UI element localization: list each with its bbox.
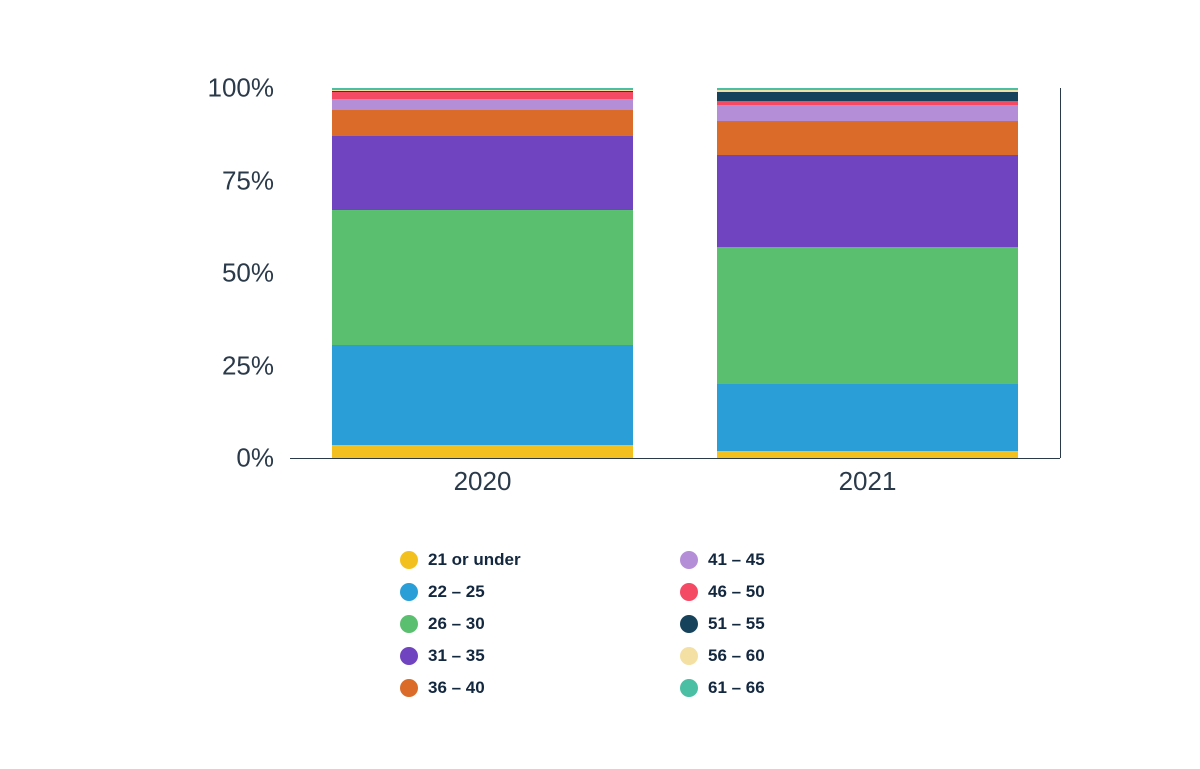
bar-segment xyxy=(717,247,1017,384)
bar-segment xyxy=(332,110,632,136)
y-tick-label: 25% xyxy=(222,350,290,381)
y-tick-label: 100% xyxy=(208,73,291,104)
legend-swatch xyxy=(400,647,418,665)
legend-label: 46 – 50 xyxy=(708,582,765,602)
bar-segment xyxy=(332,445,632,458)
x-axis-line xyxy=(290,458,1060,459)
bar-segment xyxy=(332,92,632,99)
legend-swatch xyxy=(400,551,418,569)
y-tick-label: 50% xyxy=(222,258,290,289)
legend-swatch xyxy=(400,583,418,601)
bar xyxy=(332,88,632,458)
bar-segment xyxy=(332,345,632,445)
legend-swatch xyxy=(400,615,418,633)
legend-swatch xyxy=(400,679,418,697)
legend-swatch xyxy=(680,551,698,569)
bar-segment xyxy=(332,210,632,345)
legend-item: 41 – 45 xyxy=(680,550,900,570)
bar-segment xyxy=(717,384,1017,451)
bar-segment xyxy=(717,451,1017,458)
legend-item: 26 – 30 xyxy=(400,614,620,634)
legend-label: 31 – 35 xyxy=(428,646,485,666)
legend-label: 51 – 55 xyxy=(708,614,765,634)
bar xyxy=(717,88,1017,458)
legend-label: 22 – 25 xyxy=(428,582,485,602)
y-tick-label: 0% xyxy=(236,443,290,474)
legend-item: 46 – 50 xyxy=(680,582,900,602)
legend-item: 36 – 40 xyxy=(400,678,620,698)
legend-label: 56 – 60 xyxy=(708,646,765,666)
bar-segment xyxy=(717,92,1017,101)
legend-label: 36 – 40 xyxy=(428,678,485,698)
legend-item: 51 – 55 xyxy=(680,614,900,634)
legend-swatch xyxy=(680,615,698,633)
y-tick-label: 75% xyxy=(222,165,290,196)
x-tick-label: 2020 xyxy=(454,458,512,497)
legend: 21 or under 22 – 25 26 – 30 31 – 35 36 – 40 4… xyxy=(400,550,900,698)
bar-segment xyxy=(332,136,632,210)
bar-segment xyxy=(717,155,1017,248)
x-tick-label: 2021 xyxy=(839,458,897,497)
legend-label: 61 – 66 xyxy=(708,678,765,698)
legend-swatch xyxy=(680,679,698,697)
legend-item: 21 or under xyxy=(400,550,620,570)
bar-segment xyxy=(717,121,1017,154)
legend-item: 22 – 25 xyxy=(400,582,620,602)
legend-item: 56 – 60 xyxy=(680,646,900,666)
legend-label: 21 or under xyxy=(428,550,521,570)
legend-label: 26 – 30 xyxy=(428,614,485,634)
legend-item: 61 – 66 xyxy=(680,678,900,698)
bar-segment xyxy=(332,99,632,110)
bar-segment xyxy=(717,105,1017,122)
legend-label: 41 – 45 xyxy=(708,550,765,570)
y-axis-right-line xyxy=(1060,88,1061,458)
legend-item: 31 – 35 xyxy=(400,646,620,666)
legend-swatch xyxy=(680,583,698,601)
plot-area: 0%25%50%75%100%20202021 xyxy=(290,88,1060,458)
stacked-bar-chart: 0%25%50%75%100%20202021 21 or under22 – … xyxy=(0,0,1200,769)
legend-swatch xyxy=(680,647,698,665)
